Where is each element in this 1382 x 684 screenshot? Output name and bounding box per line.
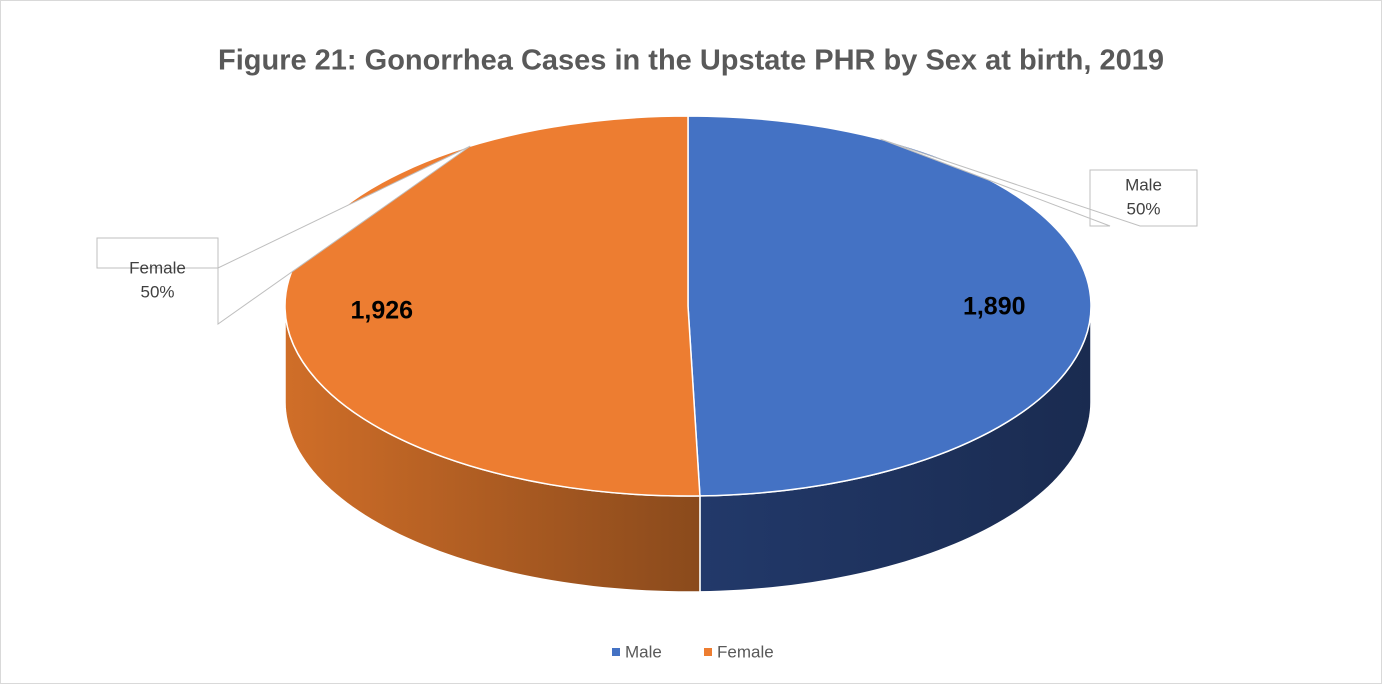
data-label: 1,926 xyxy=(350,297,413,325)
slice xyxy=(284,115,701,497)
legend-swatch xyxy=(704,648,712,656)
callout-box xyxy=(96,145,471,325)
chart-title: Figure 21: Gonorrhea Cases in the Upstat… xyxy=(218,45,1164,77)
callout: Female 50% xyxy=(96,145,471,325)
callout-box xyxy=(880,138,1198,227)
legend-swatch xyxy=(612,648,620,656)
callout-name: Female xyxy=(129,258,186,277)
callout-name: Male xyxy=(1125,175,1162,194)
legend-label: Female xyxy=(717,642,774,661)
callout: Male 50% xyxy=(880,138,1198,227)
data-label: 1,890 xyxy=(963,292,1026,320)
callout-percent: 50% xyxy=(1126,199,1160,218)
callout-percent: 50% xyxy=(140,282,174,301)
legend-label: Male xyxy=(625,642,662,661)
slice xyxy=(687,115,1092,497)
